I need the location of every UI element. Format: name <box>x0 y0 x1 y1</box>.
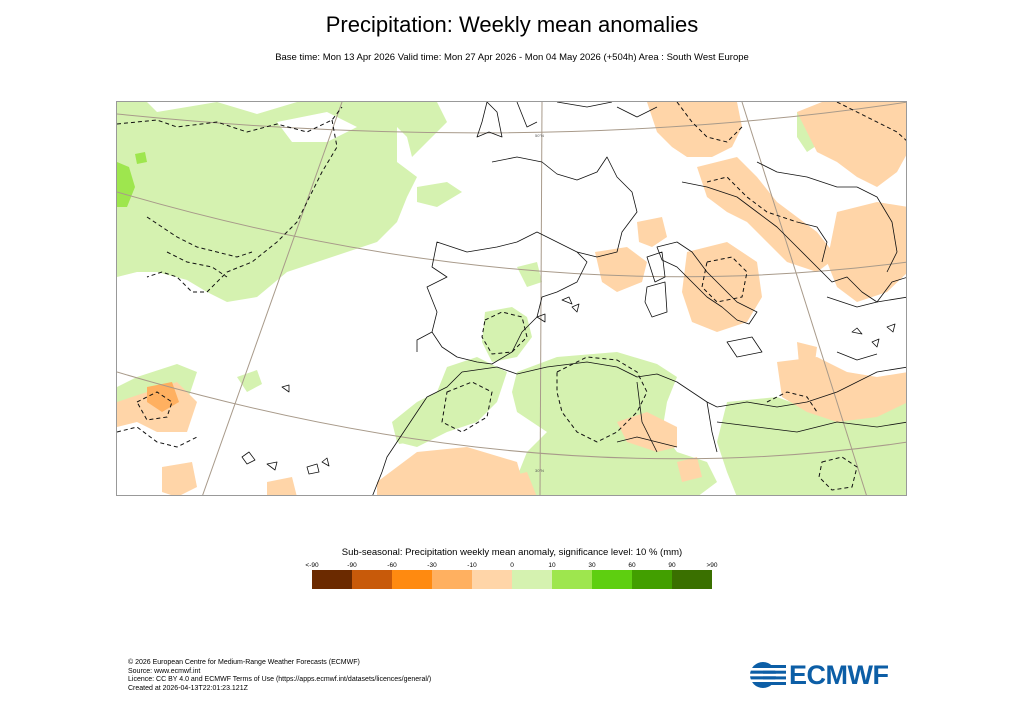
legend-swatch <box>512 570 552 589</box>
legend-swatch <box>472 570 512 589</box>
svg-text:30°N: 30°N <box>535 468 544 473</box>
legend-tick-label: 10 <box>548 562 556 569</box>
footer-created: Created at 2026-04-13T22:01:23.121Z <box>128 684 248 692</box>
legend-tick-label: -30 <box>427 562 437 569</box>
legend-tick-label: 0 <box>510 562 514 569</box>
map-svg: 50°N 30°N <box>117 102 906 495</box>
legend-swatch <box>352 570 392 589</box>
footer-licence: Licence: CC BY 4.0 and ECMWF Terms of Us… <box>128 676 432 684</box>
legend-tick-label: -60 <box>387 562 397 569</box>
legend-swatch <box>592 570 632 589</box>
ecmwf-logo[interactable]: ECMWF <box>748 659 889 690</box>
legend-swatch <box>632 570 672 589</box>
page-title: Precipitation: Weekly mean anomalies <box>325 12 699 37</box>
ecmwf-logo-text: ECMWF <box>789 659 889 690</box>
legend-swatch <box>392 570 432 589</box>
footer-copyright: © 2026 European Centre for Medium-Range … <box>128 659 360 666</box>
legend-color-bar <box>312 570 712 589</box>
legend-tick-labels: <-90 -90 -60 -30 -10 0 10 30 60 90 >90 <box>305 562 717 572</box>
legend-tick-label: 30 <box>588 562 596 569</box>
map-panel[interactable]: 50°N 30°N <box>116 101 907 496</box>
legend-swatch <box>432 570 472 589</box>
legend-swatch <box>552 570 592 589</box>
legend-tick-label: -10 <box>467 562 477 569</box>
footer-credits: © 2026 European Centre for Medium-Range … <box>128 659 431 693</box>
graticule-lines <box>117 102 906 495</box>
page-subtitle: Base time: Mon 13 Apr 2026 Valid time: M… <box>275 52 749 63</box>
legend-swatch <box>672 570 712 589</box>
graticule-labels: 50°N 30°N <box>535 133 544 473</box>
legend-tick-label: <-90 <box>305 562 319 569</box>
legend-swatch <box>312 570 352 589</box>
ecmwf-logo-icon <box>748 662 786 688</box>
coastlines <box>241 102 906 495</box>
legend-tick-label: -90 <box>347 562 357 569</box>
legend-tick-label: 90 <box>668 562 676 569</box>
legend-tick-label: 60 <box>628 562 636 569</box>
significance-contours <box>117 102 906 491</box>
footer-source: Source: www.ecmwf.int <box>128 667 201 675</box>
wet-anomaly-areas <box>117 102 906 495</box>
svg-text:50°N: 50°N <box>535 133 544 138</box>
legend-title: Sub-seasonal: Precipitation weekly mean … <box>341 547 683 558</box>
legend-tick-label: >90 <box>706 562 718 569</box>
